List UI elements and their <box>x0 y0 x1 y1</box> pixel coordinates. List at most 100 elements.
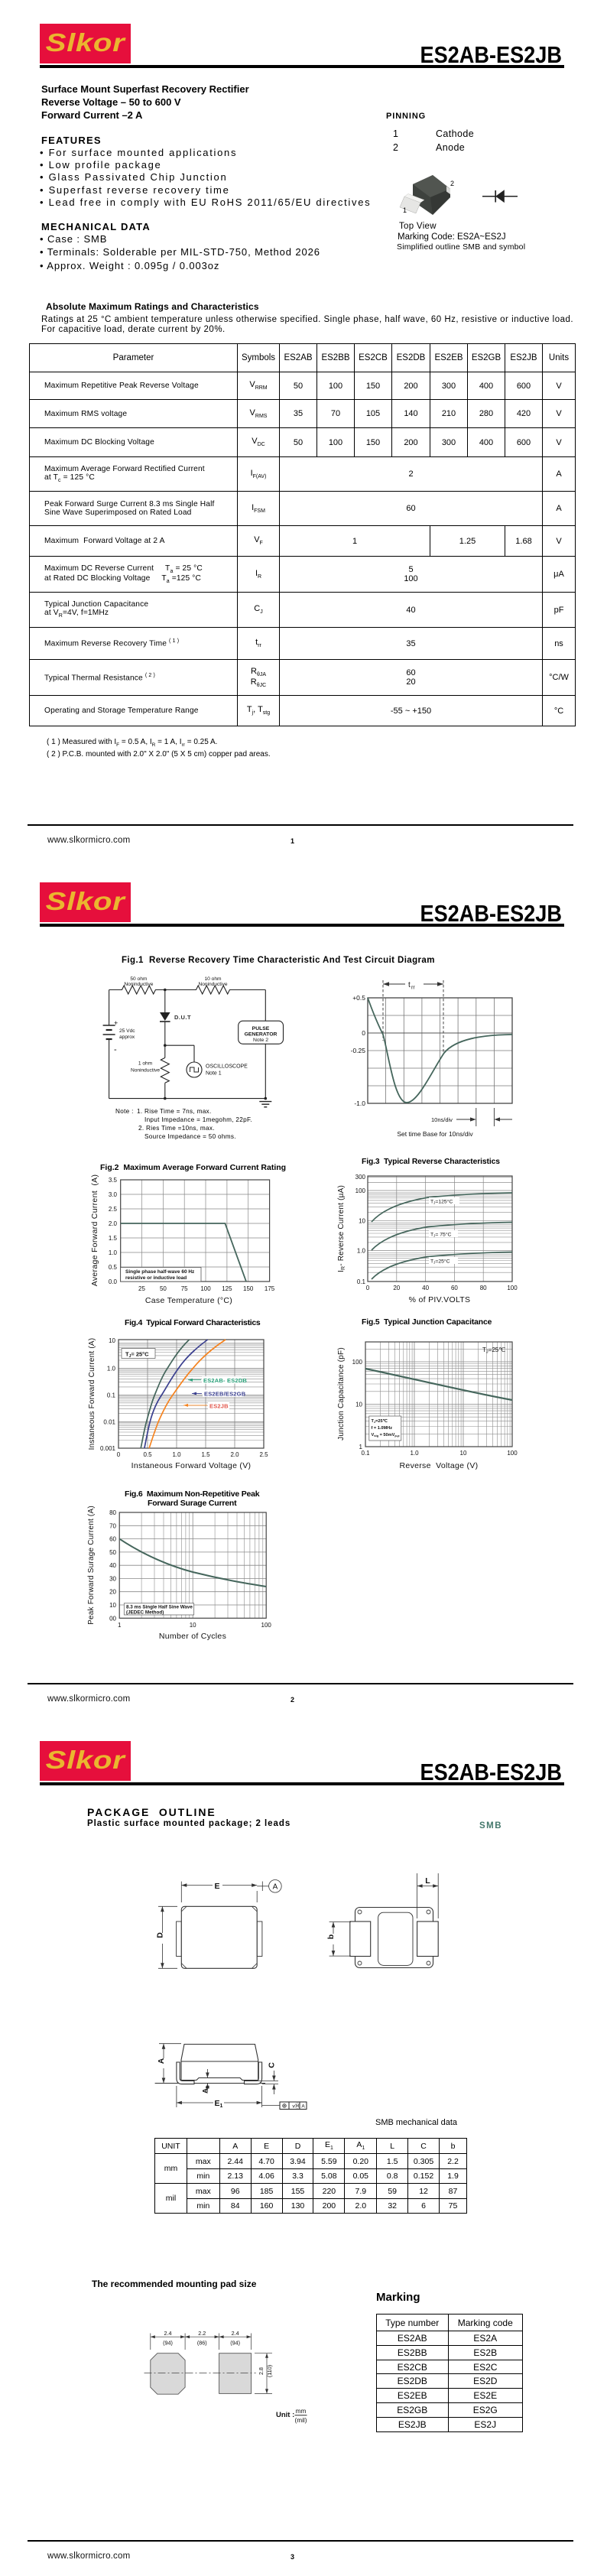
svg-text:10: 10 <box>109 1602 116 1609</box>
svg-text:0: 0 <box>366 1285 370 1291</box>
svg-text:TJ=25℃: TJ=25℃ <box>372 1418 388 1424</box>
svg-text:+0.5: +0.5 <box>352 994 365 1002</box>
svg-text:100: 100 <box>261 1622 272 1629</box>
svg-text:TJ= 75°C: TJ= 75°C <box>430 1232 452 1238</box>
svg-text:2.4: 2.4 <box>232 2330 239 2337</box>
svg-text:25 Vdc: 25 Vdc <box>119 1028 135 1034</box>
svg-text:80: 80 <box>109 1509 116 1516</box>
svg-text:2.5: 2.5 <box>109 1206 118 1213</box>
svg-text:1 ohm: 1 ohm <box>138 1061 153 1067</box>
svg-text:100: 100 <box>352 1359 363 1366</box>
svg-text:70: 70 <box>109 1522 116 1529</box>
svg-text:(94): (94) <box>230 2340 240 2347</box>
svg-text:2.5: 2.5 <box>259 1451 268 1458</box>
svg-text:80: 80 <box>480 1285 487 1291</box>
svg-text:C: C <box>267 2062 276 2068</box>
svg-text:(mil): (mil) <box>295 2417 307 2424</box>
svg-text:2.0: 2.0 <box>230 1451 239 1458</box>
svg-text:1: 1 <box>118 1622 122 1629</box>
svg-text:Case Temperature (°C): Case Temperature (°C) <box>145 1296 232 1305</box>
svg-text:100: 100 <box>355 1187 366 1194</box>
svg-text:L: L <box>425 1876 430 1886</box>
svg-text:A: A <box>273 1883 278 1892</box>
svg-text:v: v <box>292 2103 295 2109</box>
svg-text:175: 175 <box>265 1285 275 1292</box>
svg-text:rr: rr <box>411 986 415 991</box>
svg-text:100: 100 <box>507 1450 518 1457</box>
svg-text:100: 100 <box>200 1285 211 1292</box>
svg-text:300: 300 <box>355 1174 366 1181</box>
svg-text:2.2: 2.2 <box>198 2330 206 2337</box>
svg-text:00: 00 <box>109 1615 116 1622</box>
svg-text:Junction Capacitance (pF): Junction Capacitance (pF) <box>337 1347 346 1441</box>
svg-text:1: 1 <box>403 206 407 214</box>
svg-text:Ⓜ: Ⓜ <box>295 2103 300 2110</box>
svg-text:TJ=25°C: TJ=25°C <box>430 1259 450 1265</box>
svg-text:50 ohm: 50 ohm <box>130 976 148 982</box>
svg-text:% of PIV.VOLTS: % of PIV.VOLTS <box>409 1295 471 1304</box>
svg-text:Noninductive: Noninductive <box>198 982 227 987</box>
svg-text:75: 75 <box>181 1285 188 1292</box>
svg-text:Unit :: Unit : <box>276 2411 294 2419</box>
svg-text:10: 10 <box>190 1622 196 1629</box>
svg-text:0.1: 0.1 <box>357 1278 366 1285</box>
svg-text:40: 40 <box>109 1562 116 1569</box>
svg-text:3.5: 3.5 <box>109 1177 118 1184</box>
svg-text:Instaneous Forward Voltage (V): Instaneous Forward Voltage (V) <box>131 1461 252 1470</box>
svg-text:Average Forward Current (A): Average Forward Current (A) <box>90 1174 99 1287</box>
svg-text:A: A <box>301 2103 305 2109</box>
svg-text:b: b <box>326 1934 336 1939</box>
svg-text:TJ= 25°C: TJ= 25°C <box>125 1351 149 1359</box>
svg-text:1.5: 1.5 <box>109 1235 118 1242</box>
svg-text:E: E <box>214 1882 219 1891</box>
svg-text:20: 20 <box>109 1589 116 1596</box>
svg-text:3.0: 3.0 <box>109 1191 118 1198</box>
svg-text:25: 25 <box>138 1285 145 1292</box>
svg-text:approx: approx <box>119 1035 135 1040</box>
svg-text:10: 10 <box>359 1218 365 1225</box>
svg-text:(86): (86) <box>197 2340 207 2347</box>
svg-text:ES2JB: ES2JB <box>209 1403 229 1410</box>
svg-text:PULSE: PULSE <box>252 1026 270 1031</box>
svg-text:60: 60 <box>109 1536 116 1543</box>
svg-text:100: 100 <box>507 1285 518 1291</box>
svg-text:GENERATOR: GENERATOR <box>245 1032 278 1038</box>
svg-text:20: 20 <box>393 1285 400 1291</box>
svg-text:10: 10 <box>460 1450 467 1457</box>
svg-text:ES2AB- ES2DB: ES2AB- ES2DB <box>203 1377 247 1384</box>
svg-text:ES2EB/ES2GB: ES2EB/ES2GB <box>204 1391 246 1398</box>
svg-text:50: 50 <box>160 1285 167 1292</box>
svg-text:resistive or inductive load: resistive or inductive load <box>125 1275 187 1281</box>
svg-text:2.0: 2.0 <box>109 1220 118 1227</box>
svg-text:2.4: 2.4 <box>164 2330 172 2337</box>
svg-text:D.U.T: D.U.T <box>174 1014 191 1021</box>
svg-text:150: 150 <box>243 1285 254 1292</box>
svg-text:D: D <box>156 1932 165 1938</box>
svg-text:TJ=25℃: TJ=25℃ <box>482 1346 505 1355</box>
svg-text:f = 1.0MHz: f = 1.0MHz <box>372 1426 393 1431</box>
svg-text:0.1: 0.1 <box>107 1392 116 1399</box>
svg-text:-0.25: -0.25 <box>351 1047 366 1054</box>
svg-text:IR- Reverse Current (µA): IR- Reverse Current (µA) <box>337 1185 346 1272</box>
svg-text:(94): (94) <box>163 2340 173 2347</box>
svg-text:1.0: 1.0 <box>107 1366 116 1372</box>
svg-text:2: 2 <box>450 180 454 187</box>
svg-text:1.5: 1.5 <box>201 1451 210 1458</box>
svg-text:E1: E1 <box>215 2099 223 2109</box>
svg-text:125: 125 <box>222 1285 232 1292</box>
svg-text:Peak Forward Surage Current (A: Peak Forward Surage Current (A) <box>87 1506 96 1625</box>
svg-text:10: 10 <box>109 1337 115 1344</box>
svg-text:Single phase half-wave 60 Hz: Single phase half-wave 60 Hz <box>125 1269 195 1275</box>
svg-text:OSCILLOSCOPE: OSCILLOSCOPE <box>206 1064 248 1070</box>
svg-text:mm: mm <box>296 2408 307 2415</box>
svg-text:0.001: 0.001 <box>100 1445 116 1452</box>
svg-text:0: 0 <box>362 1029 365 1037</box>
svg-text:10: 10 <box>355 1402 362 1408</box>
svg-text:1: 1 <box>359 1444 363 1450</box>
svg-text:40: 40 <box>422 1285 429 1291</box>
svg-text:0.1: 0.1 <box>361 1450 370 1457</box>
svg-text:Note 2: Note 2 <box>253 1038 268 1043</box>
svg-text:1.0: 1.0 <box>410 1450 419 1457</box>
svg-text:-1.0: -1.0 <box>354 1100 365 1107</box>
svg-text:10 ohm: 10 ohm <box>205 976 222 982</box>
